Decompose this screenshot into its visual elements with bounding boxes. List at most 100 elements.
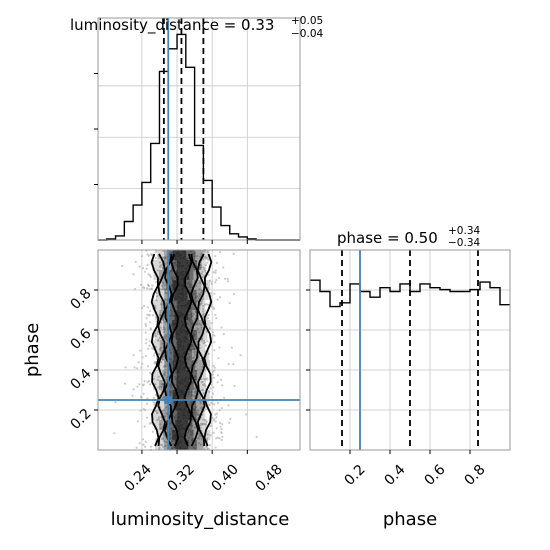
density-cell (173, 400, 188, 410)
scatter-point (176, 252, 179, 255)
scatter-point (178, 265, 181, 268)
scatter-point (132, 273, 135, 276)
scatter-point (181, 435, 184, 439)
scatter-point (220, 431, 223, 434)
scatter-point (145, 324, 148, 327)
scatter-point (156, 378, 160, 381)
scatter-point (173, 282, 176, 285)
density-cell (156, 350, 209, 360)
scatter-point (206, 340, 209, 343)
scatter-point (182, 256, 185, 259)
hist-step-ld (98, 33, 300, 241)
scatter-point (181, 426, 184, 429)
density-cell (161, 280, 202, 290)
scatter-point (159, 266, 162, 269)
scatter-point (232, 252, 235, 255)
contour-line (203, 253, 213, 447)
scatter-point (194, 443, 197, 447)
phase-y-tick-label: 0.4 (68, 366, 95, 393)
scatter-point (178, 403, 182, 407)
density-cell (172, 430, 186, 440)
scatter-point (171, 436, 174, 439)
scatter-point (177, 288, 180, 291)
scatter-point (162, 396, 165, 399)
density-cell (175, 330, 189, 340)
density-cell (170, 260, 198, 270)
scatter-point (198, 288, 201, 291)
scatter-point (191, 264, 194, 267)
scatter-point (177, 346, 180, 349)
scatter-point (201, 270, 204, 273)
density-cell (177, 340, 191, 350)
scatter-point (178, 282, 181, 285)
scatter-point (211, 373, 214, 376)
scatter-point (190, 433, 193, 436)
scatter-point (147, 273, 150, 276)
scatter-point (171, 430, 174, 433)
density-cell (157, 320, 211, 330)
scatter-point (145, 342, 148, 345)
scatter-point (163, 371, 167, 374)
scatter-point (148, 288, 151, 291)
scatter-point (142, 438, 145, 441)
scatter-point (152, 400, 155, 403)
scatter-point (158, 336, 161, 340)
scatter-point (178, 435, 181, 438)
scatter-point (154, 304, 157, 307)
scatter-point (134, 288, 137, 291)
scatter-point (183, 252, 186, 255)
scatter-point (170, 276, 174, 279)
truth-markers-2d (98, 250, 300, 450)
scatter-point (164, 337, 167, 340)
scatter-point (156, 339, 160, 342)
scatter-point (171, 322, 174, 325)
scatter-point (159, 423, 162, 426)
scatter-point (165, 363, 168, 366)
panel-ld-marginal: luminosity_distance = 0.33 +0.05 −0.04 (70, 15, 323, 241)
scatter-point (210, 282, 213, 286)
scatter-point (255, 435, 258, 438)
scatter-point (147, 284, 150, 287)
scatter-point (124, 382, 127, 385)
scatter-point (137, 361, 140, 364)
scatter-point (217, 357, 220, 360)
scatter-point (174, 297, 177, 300)
scatter-point (206, 261, 209, 264)
scatter-point (222, 266, 225, 269)
scatter-point (215, 416, 218, 419)
density-cell (157, 280, 211, 290)
scatter-point (175, 376, 178, 380)
scatter-point (175, 264, 178, 267)
scatter-point (204, 423, 207, 426)
scatter-point (146, 287, 149, 290)
scatter-point (176, 404, 179, 408)
scatter-point (183, 408, 187, 411)
scatter-point (177, 344, 180, 347)
scatter-point (179, 447, 183, 450)
scatter-point (179, 271, 182, 275)
scatter-point (163, 288, 166, 291)
scatter-point (220, 407, 223, 410)
scatter-point (191, 400, 194, 403)
scatter-point (178, 415, 181, 418)
scatter-point (176, 420, 179, 423)
scatter-point (206, 378, 209, 381)
scatter-point (174, 258, 177, 261)
scatter-point (132, 354, 135, 357)
scatter-point (202, 312, 205, 315)
scatter-point (202, 418, 205, 421)
scatter-point (148, 340, 151, 343)
scatter-point (185, 376, 188, 379)
scatter-point (220, 428, 223, 431)
scatter-point (190, 391, 193, 394)
scatter-point (181, 348, 184, 351)
scatter-point (183, 250, 186, 253)
scatter-point (187, 281, 190, 285)
scatter-point (176, 387, 179, 391)
scatter-point (226, 277, 229, 280)
scatter-point (205, 302, 208, 306)
scatter-point (147, 379, 151, 383)
scatter-point (205, 256, 208, 260)
density-cell (170, 370, 198, 380)
scatter-point (193, 255, 196, 258)
